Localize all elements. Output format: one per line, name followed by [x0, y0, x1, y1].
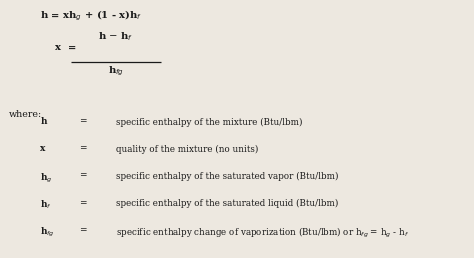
Text: specific enthalpy of the saturated liquid (Btu/lbm): specific enthalpy of the saturated liqui…	[116, 199, 338, 208]
Text: where:: where:	[9, 110, 42, 119]
Text: specific enthalpy of the saturated vapor (Btu/lbm): specific enthalpy of the saturated vapor…	[116, 172, 338, 181]
Text: specific enthalpy change of vaporization (Btu/lbm) or h$_{fg}$ = h$_g$ - h$_f$: specific enthalpy change of vaporization…	[116, 226, 409, 240]
Text: x: x	[40, 144, 46, 154]
Text: x  =: x =	[55, 43, 76, 52]
Text: =: =	[79, 226, 87, 235]
Text: h$_{fg}$: h$_{fg}$	[108, 65, 124, 78]
Text: h: h	[40, 117, 47, 126]
Text: h$_{fg}$: h$_{fg}$	[40, 226, 55, 239]
Text: =: =	[79, 199, 87, 208]
Text: quality of the mixture (no units): quality of the mixture (no units)	[116, 144, 258, 154]
Text: =: =	[79, 144, 87, 154]
Text: h$_g$: h$_g$	[40, 172, 53, 185]
Text: specific enthalpy of the mixture (Btu/lbm): specific enthalpy of the mixture (Btu/lb…	[116, 117, 302, 126]
Text: h = xh$_g$ + (1 - x)h$_f$: h = xh$_g$ + (1 - x)h$_f$	[40, 9, 143, 23]
Text: =: =	[79, 117, 87, 126]
Text: h$_f$: h$_f$	[40, 199, 52, 211]
Text: h $-$ h$_f$: h $-$ h$_f$	[99, 30, 134, 43]
Text: =: =	[79, 172, 87, 181]
